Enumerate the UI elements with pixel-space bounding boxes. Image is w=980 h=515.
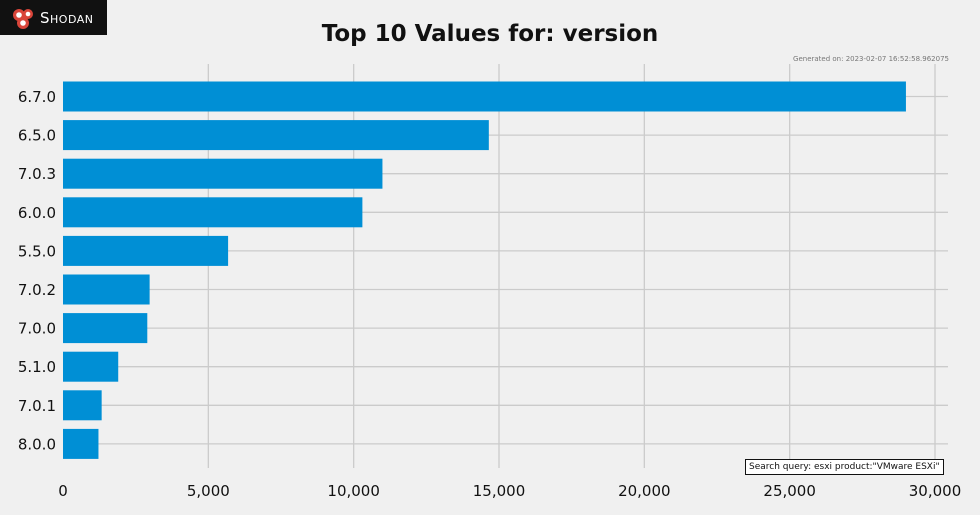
x-tick-label: 5,000 (187, 482, 230, 500)
x-tick-labels: 0 5,000 10,000 15,000 20,000 25,000 30,000 (58, 482, 961, 500)
y-tick-label: 6.5.0 (18, 127, 56, 145)
generated-timestamp: Generated on: 2023-02-07 16:52:58.962075 (793, 55, 949, 63)
search-query-label: Search query: esxi product:"VMware ESXi" (745, 459, 944, 475)
bar-8.0.0 (63, 428, 99, 459)
x-tick-label: 0 (58, 482, 68, 500)
bar-7.0.1 (63, 390, 102, 421)
bar-7.0.0 (63, 313, 148, 344)
shodan-logo-text: Shodan (40, 8, 94, 27)
y-tick-labels: 6.7.0 6.5.0 7.0.3 6.0.0 5.5.0 7.0.2 7.0.0 5.1.0… (18, 88, 56, 453)
x-tick-label: 25,000 (763, 482, 816, 500)
shodan-logo-icon (13, 8, 33, 29)
bar-7.0.2 (63, 274, 150, 305)
y-tick-label: 7.0.2 (18, 281, 56, 299)
bars (63, 81, 906, 459)
x-tick-label: 30,000 (909, 482, 962, 500)
bar-6.0.0 (63, 197, 363, 228)
y-tick-label: 7.0.3 (18, 165, 56, 183)
y-tick-label: 7.0.1 (18, 397, 56, 415)
chart-title: Top 10 Values for: version (321, 21, 659, 47)
bar-5.5.0 (63, 235, 229, 266)
bar-5.1.0 (63, 351, 119, 382)
y-tick-label: 5.5.0 (18, 242, 56, 260)
x-tick-label: 15,000 (473, 482, 526, 500)
x-tick-label: 20,000 (618, 482, 671, 500)
x-tick-label: 10,000 (327, 482, 380, 500)
y-tick-label: 8.0.0 (18, 435, 56, 453)
bar-7.0.3 (63, 158, 383, 189)
y-tick-label: 6.0.0 (18, 204, 56, 222)
bar-6.5.0 (63, 120, 489, 151)
shodan-logo: Shodan (0, 0, 107, 35)
y-tick-label: 5.1.0 (18, 358, 56, 376)
y-tick-label: 7.0.0 (18, 320, 56, 338)
bar-6.7.0 (63, 81, 906, 112)
y-tick-label: 6.7.0 (18, 88, 56, 106)
